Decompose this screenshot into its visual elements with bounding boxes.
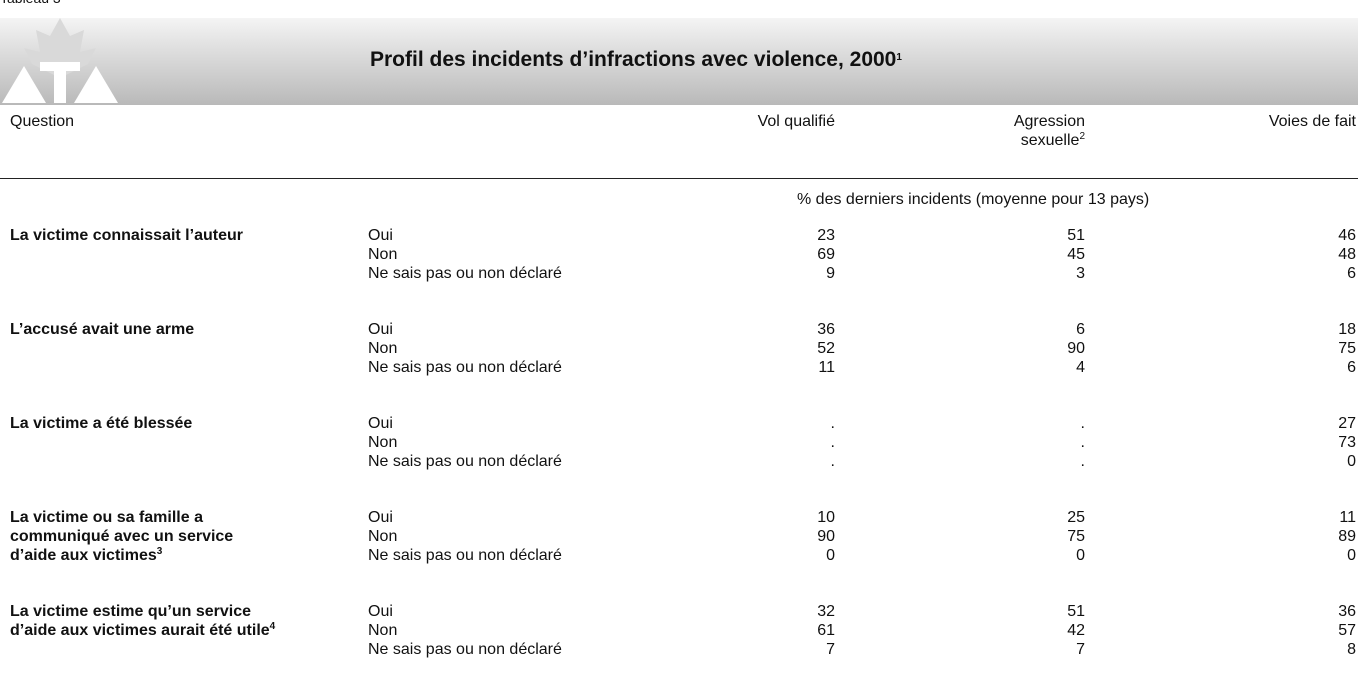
- answer: Ne sais pas ou non déclaré: [368, 265, 562, 282]
- cell-value: .: [1080, 453, 1085, 470]
- answer: Non: [368, 434, 398, 451]
- answer: Non: [368, 340, 398, 357]
- cell-value: 90: [1067, 340, 1085, 357]
- cell-value: .: [1080, 415, 1085, 432]
- answer: Ne sais pas ou non déclaré: [368, 641, 562, 658]
- column-header: Voies de fait: [1268, 113, 1356, 130]
- question: La victime ou sa famille a communiqué ave…: [10, 508, 233, 565]
- question: La victime connaissait l’auteur: [10, 226, 243, 245]
- column-header-line: Agression: [1013, 113, 1085, 130]
- question: L’accusé avait une arme: [10, 320, 194, 339]
- question-line: La victime ou sa famille a: [10, 509, 203, 526]
- question-line: d’aide aux victimes aurait été utile4: [10, 621, 276, 640]
- question-line: La victime estime qu’un service: [10, 603, 251, 620]
- title: Profil des incidents d’infractions avec …: [370, 48, 902, 71]
- cell-value: 46: [1338, 227, 1356, 244]
- cell-value: 4: [1076, 359, 1085, 376]
- cell-value: 89: [1338, 528, 1356, 545]
- question-line: La victime a été blessée: [10, 415, 193, 432]
- answer: Non: [368, 622, 398, 639]
- cell-value: 42: [1067, 622, 1085, 639]
- cell-value: 36: [1338, 603, 1356, 620]
- answer: Ne sais pas ou non déclaré: [368, 453, 562, 470]
- cell-value: 90: [817, 528, 835, 545]
- table-label: Tableau 3: [0, 0, 61, 8]
- cell-value: 6: [1347, 359, 1356, 376]
- cell-value: 45: [1067, 246, 1085, 263]
- cell-value: 8: [1347, 641, 1356, 658]
- cell-value: 69: [817, 246, 835, 263]
- question: La victime estime qu’un service d’aide au…: [10, 602, 275, 640]
- question: La victime a été blessée: [10, 414, 192, 433]
- answer: Non: [368, 246, 398, 263]
- answer: Ne sais pas ou non déclaré: [368, 547, 562, 564]
- footnote-mark: 4: [269, 621, 276, 632]
- column-header: Vol qualifié: [757, 113, 835, 130]
- cell-value: 10: [817, 509, 835, 526]
- cell-value: 57: [1338, 622, 1356, 639]
- cell-value: 18: [1338, 321, 1356, 338]
- cell-value: 75: [1067, 528, 1085, 545]
- cell-value: 11: [1339, 509, 1356, 526]
- cell-value: 25: [1067, 509, 1085, 526]
- answer: Non: [368, 528, 398, 545]
- column-header: Question: [10, 113, 75, 130]
- cell-value: 51: [1067, 227, 1085, 244]
- cell-value: 48: [1338, 246, 1356, 263]
- answer: Ne sais pas ou non déclaré: [368, 359, 562, 376]
- footnote-mark: 2: [1079, 131, 1085, 142]
- cell-value: 0: [1347, 547, 1356, 564]
- cell-value: 75: [1338, 340, 1356, 357]
- logo: [2, 18, 118, 103]
- cell-value: 7: [826, 641, 835, 658]
- cell-value: 0: [1076, 547, 1085, 564]
- cell-value: 51: [1067, 603, 1085, 620]
- cell-value: .: [830, 415, 835, 432]
- cell-value: 52: [817, 340, 835, 357]
- cell-value: .: [830, 453, 835, 470]
- column-header-line: sexuelle2: [1020, 131, 1085, 150]
- cell-value: .: [1080, 434, 1085, 451]
- cell-value: 0: [826, 547, 835, 564]
- cell-value: .: [830, 434, 835, 451]
- cell-value: 0: [1347, 453, 1356, 470]
- cell-value: 32: [817, 603, 835, 620]
- cell-value: 27: [1338, 415, 1356, 432]
- cell-value: 11: [818, 359, 835, 376]
- question-line: La victime connaissait l’auteur: [10, 227, 243, 244]
- cell-value: 6: [1076, 321, 1085, 338]
- cell-value: 6: [1347, 265, 1356, 282]
- cell-value: 73: [1338, 434, 1356, 451]
- cell-value: 23: [817, 227, 835, 244]
- header-band: [0, 18, 1358, 105]
- cell-value: 9: [826, 265, 835, 282]
- unit-note: % des derniers incidents (moyenne pour 1…: [797, 191, 1150, 208]
- answer: Oui: [368, 321, 393, 338]
- question-line: communiqué avec un service: [10, 528, 234, 545]
- header-rule: [0, 178, 1358, 179]
- cell-value: 36: [817, 321, 835, 338]
- answer: Oui: [368, 509, 393, 526]
- answer: Oui: [368, 227, 393, 244]
- footnote-mark: 3: [156, 546, 163, 557]
- cell-value: 61: [817, 622, 835, 639]
- cell-value: 7: [1076, 641, 1085, 658]
- answer: Oui: [368, 415, 393, 432]
- answer: Oui: [368, 603, 393, 620]
- question-line: L’accusé avait une arme: [10, 321, 195, 338]
- column-header: Agression sexuelle2: [1014, 112, 1085, 150]
- cell-value: 3: [1076, 265, 1085, 282]
- question-line: d’aide aux victimes3: [10, 546, 163, 565]
